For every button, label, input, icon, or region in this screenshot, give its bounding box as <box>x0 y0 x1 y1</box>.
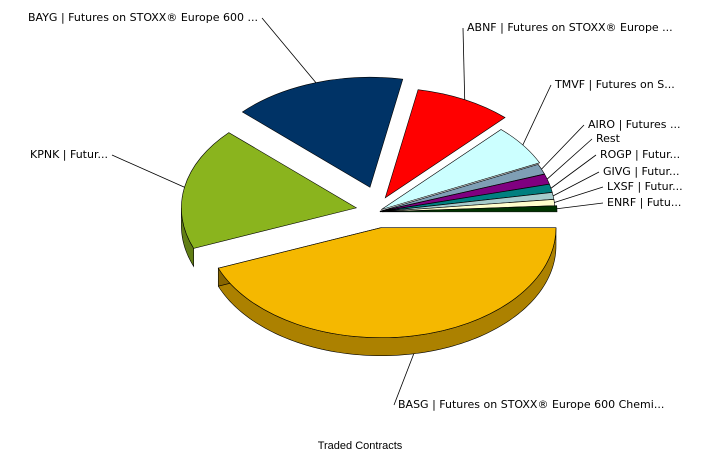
leader-line <box>546 138 593 180</box>
slice-label: LXSF | Futur... <box>607 180 683 193</box>
slice-label: GIVG | Futur... <box>603 165 680 178</box>
slice-label: ENRF | Futu... <box>607 196 681 209</box>
leader-line <box>552 171 600 197</box>
slice-label: KPNK | Futur... <box>30 148 108 161</box>
slice-label: BAYG | Futures on STOXX® Europe 600 ... <box>28 11 258 24</box>
slice-label: AIRO | Futures ... <box>588 118 681 131</box>
leader-line <box>550 154 597 189</box>
leader-line <box>554 186 604 203</box>
slice-label: TMVF | Futures on S... <box>554 78 675 91</box>
leader-line <box>556 202 604 210</box>
chart-title: Traded Contracts <box>318 440 403 452</box>
leader-line <box>111 154 185 188</box>
leader-line <box>522 84 552 146</box>
leader-line <box>541 124 585 170</box>
slice <box>381 205 558 213</box>
slice <box>384 89 506 199</box>
slice-label: BASG | Futures on STOXX® Europe 600 Chem… <box>398 398 664 411</box>
slice-label: ROGP | Futur... <box>600 148 680 161</box>
leader-line <box>462 27 466 100</box>
slice <box>217 227 557 339</box>
leader-line <box>393 353 415 406</box>
slice-label: Rest <box>596 132 621 145</box>
slice-label: ABNF | Futures on STOXX® Europe ... <box>467 21 673 34</box>
leader-line <box>261 17 317 83</box>
